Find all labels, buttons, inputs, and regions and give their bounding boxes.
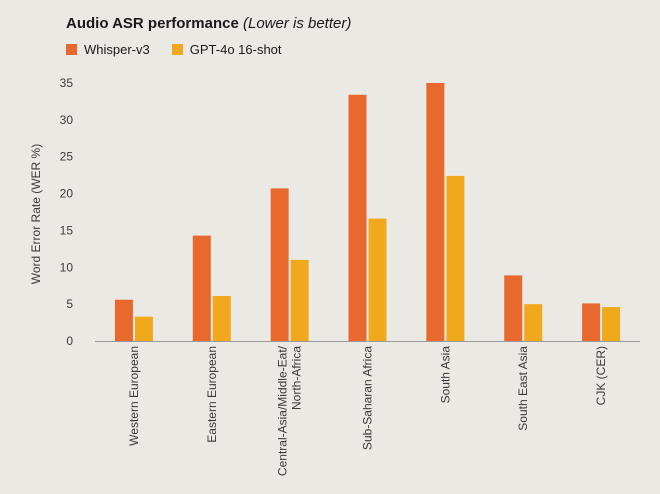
y-tick-label: 20	[60, 187, 74, 201]
y-tick-label: 0	[66, 334, 73, 348]
y-tick-label: 35	[60, 76, 74, 90]
y-tick-label: 10	[60, 260, 74, 274]
x-tick-label: Western European	[127, 346, 141, 446]
bar-gpt4o	[212, 296, 231, 341]
x-axis: Western European Eastern European Central-…	[95, 341, 640, 476]
legend-item-whisper: Whisper-v3	[66, 42, 150, 57]
svg-text:South Asia: South Asia	[438, 346, 452, 404]
svg-text:South East Asia: South East Asia	[516, 346, 530, 431]
svg-text:Eastern European: Eastern European	[205, 346, 219, 443]
bar-gpt4o	[446, 175, 465, 341]
bar-gpt4o	[602, 307, 621, 341]
y-tick-label: 15	[60, 223, 74, 237]
bar-gpt4o	[368, 218, 387, 341]
y-tick-label: 25	[60, 150, 74, 164]
y-axis: 0 5 10 15 20 25 30 35	[60, 76, 74, 348]
legend-label-gpt4o: GPT-4o 16-shot	[189, 42, 282, 57]
chart-title: Audio ASR performance (Lower is better)	[66, 15, 351, 32]
x-tick-label: Eastern European	[205, 346, 219, 443]
legend-item-gpt4o: GPT-4o 16-shot	[171, 42, 282, 57]
bar-whisper	[270, 188, 289, 341]
x-tick-label: CJK (CER)	[594, 346, 608, 405]
y-tick-label: 30	[60, 113, 74, 127]
legend-swatch-gpt4o	[171, 44, 183, 55]
svg-text:CJK (CER): CJK (CER)	[594, 346, 608, 405]
chart-subtitle: (Lower is better)	[242, 15, 352, 32]
x-tick-label: South East Asia	[516, 346, 530, 431]
x-tick-label: Central-Asia/Middle-Eat/North-Africa	[276, 345, 304, 476]
svg-text:Central-Asia/Middle-Eat/North-: Central-Asia/Middle-Eat/North-Africa	[276, 345, 304, 476]
y-axis-label: Word Error Rate (WER %)	[29, 144, 43, 284]
svg-text:Western European: Western European	[127, 346, 141, 446]
legend-label-whisper: Whisper-v3	[84, 42, 150, 57]
bar-gpt4o	[290, 259, 309, 341]
bar-gpt4o	[134, 316, 153, 341]
bars	[114, 83, 621, 342]
legend: Whisper-v3 GPT-4o 16-shot	[66, 42, 304, 57]
svg-text:Sub-Saharan Africa: Sub-Saharan Africa	[361, 346, 375, 450]
x-tick-label: Sub-Saharan Africa	[361, 346, 375, 450]
bar-gpt4o	[524, 304, 543, 341]
bar-whisper	[192, 235, 211, 341]
legend-swatch-whisper	[66, 44, 77, 55]
bar-whisper	[504, 275, 523, 341]
bar-whisper	[426, 83, 445, 341]
x-tick-label: South Asia	[438, 346, 452, 404]
bar-whisper	[348, 94, 367, 342]
bar-whisper	[114, 299, 133, 341]
y-tick-label: 5	[66, 297, 73, 311]
bar-whisper	[582, 303, 601, 341]
chart-title-main: Audio ASR performance	[66, 15, 239, 32]
